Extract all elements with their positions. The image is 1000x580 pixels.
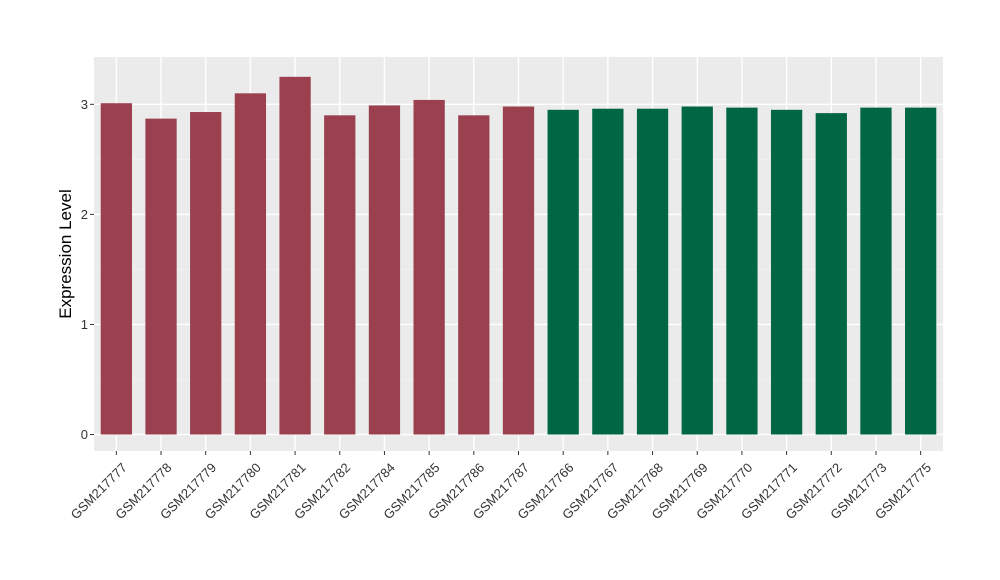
y-axis-title: Expression Level (56, 189, 75, 318)
bar-gsm217766 (547, 109, 579, 435)
bar-gsm217779 (190, 112, 222, 435)
bar-gsm217785 (413, 99, 445, 435)
bar-gsm217770 (726, 107, 758, 435)
bar-gsm217778 (145, 118, 177, 435)
bar-gsm217772 (815, 113, 847, 435)
y-axis: 0 1 2 3 (81, 97, 94, 442)
bar-gsm217782 (324, 115, 356, 435)
y-tick-label: 2 (81, 207, 88, 222)
bar-gsm217767 (592, 108, 624, 435)
bar-gsm217787 (502, 106, 535, 435)
x-axis: GSM217777GSM217778GSM217779GSM217780GSM2… (68, 451, 934, 522)
bar-gsm217768 (636, 108, 669, 435)
bar-gsm217769 (681, 106, 713, 435)
bar-gsm217781 (279, 76, 311, 435)
bar-gsm217780 (234, 93, 267, 435)
bar-gsm217777 (100, 103, 132, 435)
bars (100, 76, 937, 435)
bar-gsm217784 (368, 105, 401, 435)
y-tick-label: 3 (81, 97, 88, 112)
y-tick-label: 0 (81, 427, 88, 442)
bar-gsm217786 (458, 115, 490, 435)
bar-gsm217773 (860, 107, 892, 435)
bar-gsm217775 (905, 107, 937, 435)
y-tick-label: 1 (81, 317, 88, 332)
bar-gsm217771 (770, 109, 803, 435)
